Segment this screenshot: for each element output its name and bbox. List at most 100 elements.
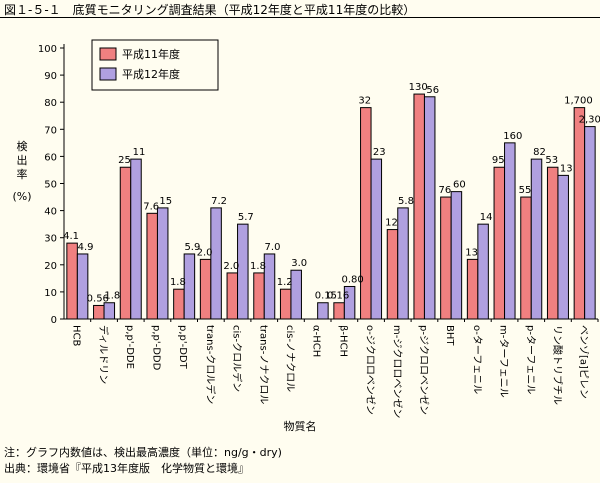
bar xyxy=(440,196,452,320)
data-label: 4.1 xyxy=(63,231,79,242)
bar xyxy=(173,288,185,320)
data-label: 2.0 xyxy=(197,247,213,258)
x-tick-label: リン酸トリブチル xyxy=(551,325,564,405)
data-label: 0.16 xyxy=(327,291,349,302)
data-label: 95 xyxy=(492,155,505,166)
data-label: 32 xyxy=(358,96,371,107)
x-axis-label: 物質名 xyxy=(284,419,317,433)
legend-label: 平成12年度 xyxy=(122,67,180,81)
bar xyxy=(93,304,105,320)
bar xyxy=(466,258,479,320)
data-label: 0.15 xyxy=(315,291,337,302)
data-label: 7.0 xyxy=(265,242,281,253)
x-tick-label: α-HCH xyxy=(311,325,322,357)
y-tick-label: 80 xyxy=(44,98,57,109)
data-label: 76 xyxy=(439,185,452,196)
x-tick-label: o-ターフェニル xyxy=(471,325,483,394)
y-tick-label: 90 xyxy=(44,71,57,82)
x-tick-label: cis-ノナクロル xyxy=(284,325,296,392)
x-tick-label: o-ジクロロベンゼン xyxy=(364,325,376,415)
data-label: 25 xyxy=(118,155,131,166)
x-tick-label: p,p'-DDE xyxy=(124,325,135,369)
data-label: 60 xyxy=(453,180,466,191)
bar xyxy=(333,302,345,320)
data-label: 160 xyxy=(503,131,522,142)
data-label: 14 xyxy=(480,212,493,223)
bar xyxy=(66,242,78,320)
data-label: 1.8 xyxy=(104,291,120,302)
bar xyxy=(573,107,586,320)
data-label: 130 xyxy=(409,82,428,93)
data-label: 56 xyxy=(426,85,439,96)
bar xyxy=(504,142,516,320)
bar xyxy=(370,158,383,320)
data-label: 1.2 xyxy=(277,277,293,288)
data-label: 1,700 xyxy=(564,96,593,107)
bar xyxy=(450,191,463,320)
x-tick-label: β-HCH xyxy=(337,325,348,357)
x-tick-label: p,p'-DDT xyxy=(177,325,188,370)
bar xyxy=(103,302,116,320)
data-label: 53 xyxy=(545,155,558,166)
legend-box xyxy=(91,39,219,91)
legend-label: 平成11年度 xyxy=(122,47,180,61)
x-tick-label: HCB xyxy=(70,325,81,347)
legend-swatch xyxy=(99,47,117,61)
data-label: 5.7 xyxy=(238,212,254,223)
x-tick-label: trans-ノナクロル xyxy=(257,325,269,404)
x-tick-label: trans-クロルデン xyxy=(204,325,217,404)
bar xyxy=(317,302,329,320)
data-label: 1.8 xyxy=(250,261,266,272)
y-tick-label: 100 xyxy=(38,44,57,55)
x-tick-label: p-ターフェニル xyxy=(524,325,536,394)
data-label: 12 xyxy=(385,218,398,229)
bar xyxy=(210,207,222,320)
bar xyxy=(156,207,169,320)
bar xyxy=(253,272,265,320)
data-label: 23 xyxy=(373,147,386,158)
data-label: 13 xyxy=(560,163,573,174)
bar xyxy=(520,196,532,320)
data-label: 5.9 xyxy=(184,242,200,253)
bar xyxy=(584,126,596,320)
bar xyxy=(530,158,543,320)
bar xyxy=(397,207,409,320)
y-tick-label: 30 xyxy=(44,234,57,245)
y-axis-label: 検出率(%) xyxy=(12,139,31,203)
x-tick-label: ベンゾ[a]ピレン xyxy=(578,325,590,399)
footnote-source: 出典：環境省『平成13年度版 化学物質と環境』 xyxy=(4,462,249,475)
bar xyxy=(226,272,239,320)
data-label: 5.8 xyxy=(398,196,414,207)
bar xyxy=(413,93,425,320)
data-label: 7.2 xyxy=(211,196,227,207)
data-label: 55 xyxy=(519,185,532,196)
data-label: 11 xyxy=(133,147,146,158)
y-tick-label: 0 xyxy=(51,315,57,326)
bar xyxy=(119,166,132,320)
data-label: 82 xyxy=(533,147,546,158)
figure-title: 図１-５-１ 底質モニタリング調査結果（平成12年度と平成11年度の比較） xyxy=(4,3,416,17)
bar xyxy=(493,166,506,320)
y-tick-label: 20 xyxy=(44,261,57,272)
x-tick-label: BHT xyxy=(444,325,455,346)
data-label: 0.80 xyxy=(341,274,363,285)
bar xyxy=(423,96,436,320)
bar xyxy=(546,166,559,320)
y-tick-label: 50 xyxy=(44,180,57,191)
legend-swatch xyxy=(99,67,117,81)
x-tick-label: m-ターフェニル xyxy=(498,325,510,398)
data-label: 13 xyxy=(465,247,478,258)
footnote-unit: 注：グラフ内数値は、検出最高濃度（単位：ng/g・dry) xyxy=(4,446,282,459)
y-tick-label: 40 xyxy=(44,207,57,218)
y-tick-label: 60 xyxy=(44,152,57,163)
data-label: 7.6 xyxy=(143,201,159,212)
x-tick-label: p-ジクロロベンゼン xyxy=(417,325,429,415)
bar xyxy=(477,223,489,320)
bar xyxy=(76,253,89,320)
data-label: 0.56 xyxy=(87,293,109,304)
title-bar: 図１-５-１ 底質モニタリング調査結果（平成12年度と平成11年度の比較） xyxy=(0,0,600,18)
x-tick-label: cis-クロルデン xyxy=(231,325,244,392)
data-label: 2,300 xyxy=(579,115,600,126)
data-label: 1.8 xyxy=(170,277,186,288)
